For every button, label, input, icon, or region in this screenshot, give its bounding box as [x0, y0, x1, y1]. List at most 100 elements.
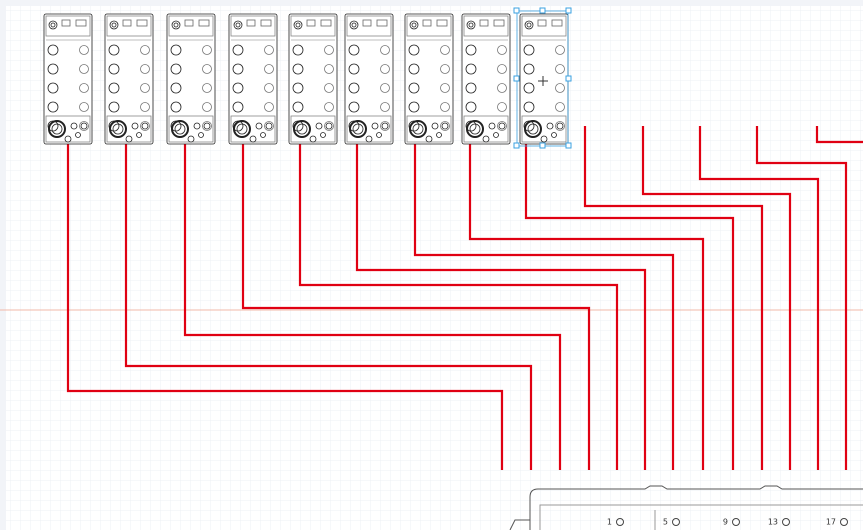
port — [108, 82, 120, 94]
port — [232, 63, 244, 75]
port — [292, 82, 304, 94]
aux-port — [425, 135, 433, 143]
port — [79, 45, 89, 55]
label-slot — [136, 19, 148, 27]
status-led — [109, 20, 119, 30]
module-header — [168, 15, 214, 37]
port — [140, 121, 150, 131]
aux-port — [376, 132, 382, 138]
port — [465, 101, 477, 113]
aux-port — [441, 122, 449, 130]
port — [380, 64, 390, 74]
module-header — [45, 15, 91, 37]
wire — [355, 144, 647, 470]
port — [465, 44, 477, 56]
aux-port — [70, 122, 78, 130]
port — [555, 121, 565, 131]
port — [380, 45, 390, 55]
main-connector — [293, 120, 311, 138]
handle[interactable] — [565, 7, 572, 14]
port — [497, 45, 507, 55]
io-module — [228, 13, 278, 145]
module-header — [290, 15, 336, 37]
port — [140, 45, 150, 55]
selection[interactable] — [513, 7, 572, 149]
port — [555, 64, 565, 74]
io-module — [43, 13, 93, 145]
status-led — [349, 20, 359, 30]
handle[interactable] — [565, 142, 572, 149]
wire — [583, 126, 764, 470]
status-led — [48, 20, 58, 30]
label-slot — [537, 19, 547, 27]
port — [264, 45, 274, 55]
aux-port — [325, 122, 333, 130]
main-connector-inner — [527, 123, 539, 135]
aux-port — [309, 135, 317, 143]
port — [497, 121, 507, 131]
label-slot — [246, 19, 256, 27]
port — [202, 45, 212, 55]
wire — [241, 144, 591, 470]
port — [140, 102, 150, 112]
port — [47, 101, 59, 113]
aux-port — [75, 132, 81, 138]
terminal-label: 5 — [663, 518, 668, 527]
module-header — [346, 15, 392, 37]
port — [497, 102, 507, 112]
label-slot — [260, 19, 272, 27]
io-module — [344, 13, 394, 145]
port — [440, 45, 450, 55]
aux-port — [131, 122, 139, 130]
aux-port — [80, 122, 88, 130]
port — [292, 63, 304, 75]
wire — [698, 126, 820, 470]
io-module — [288, 13, 338, 145]
aux-port — [381, 122, 389, 130]
port — [264, 121, 274, 131]
status-led-inner — [111, 22, 117, 28]
port — [523, 82, 535, 94]
handle[interactable] — [539, 7, 546, 14]
status-led-inner — [235, 22, 241, 28]
port — [47, 82, 59, 94]
module-header — [463, 15, 509, 37]
aux-port — [255, 122, 263, 130]
aux-port — [551, 132, 557, 138]
port — [348, 63, 360, 75]
handle[interactable] — [539, 142, 546, 149]
port — [170, 82, 182, 94]
handle[interactable] — [513, 75, 520, 82]
port — [497, 64, 507, 74]
handle[interactable] — [565, 75, 572, 82]
port — [465, 63, 477, 75]
aux-port — [315, 122, 323, 130]
move-cursor — [538, 76, 548, 86]
aux-port — [371, 122, 379, 130]
main-connector — [349, 120, 367, 138]
wire — [815, 126, 863, 144]
label-slot — [61, 19, 71, 27]
port — [555, 45, 565, 55]
handle[interactable] — [513, 142, 520, 149]
terminal-screw — [732, 518, 740, 526]
aux-port — [125, 135, 133, 143]
left-ruler — [0, 0, 6, 530]
status-led — [466, 20, 476, 30]
main-connector-inner — [51, 123, 63, 135]
port — [202, 64, 212, 74]
port — [380, 102, 390, 112]
port — [523, 101, 535, 113]
module-header — [106, 15, 152, 37]
status-led-inner — [411, 22, 417, 28]
terminal-label: 17 — [826, 518, 836, 527]
aux-port — [556, 122, 564, 130]
port — [497, 83, 507, 93]
io-module — [104, 13, 154, 145]
port — [232, 82, 244, 94]
handle[interactable] — [513, 7, 520, 14]
port — [140, 83, 150, 93]
port — [380, 83, 390, 93]
port — [108, 44, 120, 56]
